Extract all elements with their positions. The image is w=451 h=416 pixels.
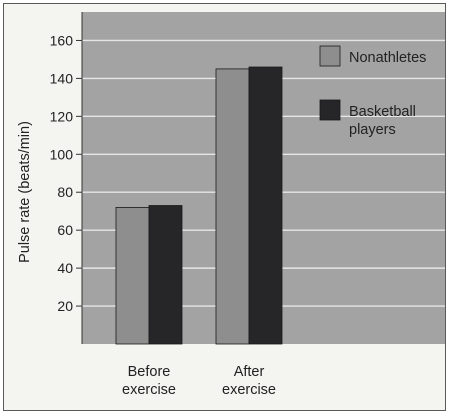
- legend-swatch: [319, 45, 341, 67]
- legend-label: Basketball players: [349, 104, 416, 138]
- x-category-label: Before exercise: [122, 364, 176, 398]
- y-tick-label: 40: [57, 260, 73, 276]
- y-tick-label: 140: [50, 70, 74, 86]
- legend-label: Nonathletes: [349, 50, 426, 66]
- y-tick-label: 120: [50, 108, 74, 124]
- y-axis-title: Pulse rate (beats/min): [17, 121, 33, 263]
- bar-chart: 20 40 60 80 100 120 140 160 Before exercise After e…: [17, 12, 445, 398]
- y-tick-label: 60: [57, 222, 73, 238]
- x-category-label: After exercise: [222, 364, 276, 398]
- y-tick-label: 160: [50, 32, 74, 48]
- bar-basketball-players: [148, 205, 183, 345]
- bar-nonathletes: [115, 207, 150, 345]
- y-tick-label: 20: [57, 298, 73, 314]
- y-tick-label: 100: [50, 146, 74, 162]
- chart-figure: 20 40 60 80 100 120 140 160 Before exercise After e…: [3, 3, 446, 411]
- legend-swatch: [319, 99, 341, 121]
- bar-nonathletes: [215, 68, 250, 345]
- y-tick-label: 80: [57, 184, 73, 200]
- bar-basketball-players: [248, 66, 283, 345]
